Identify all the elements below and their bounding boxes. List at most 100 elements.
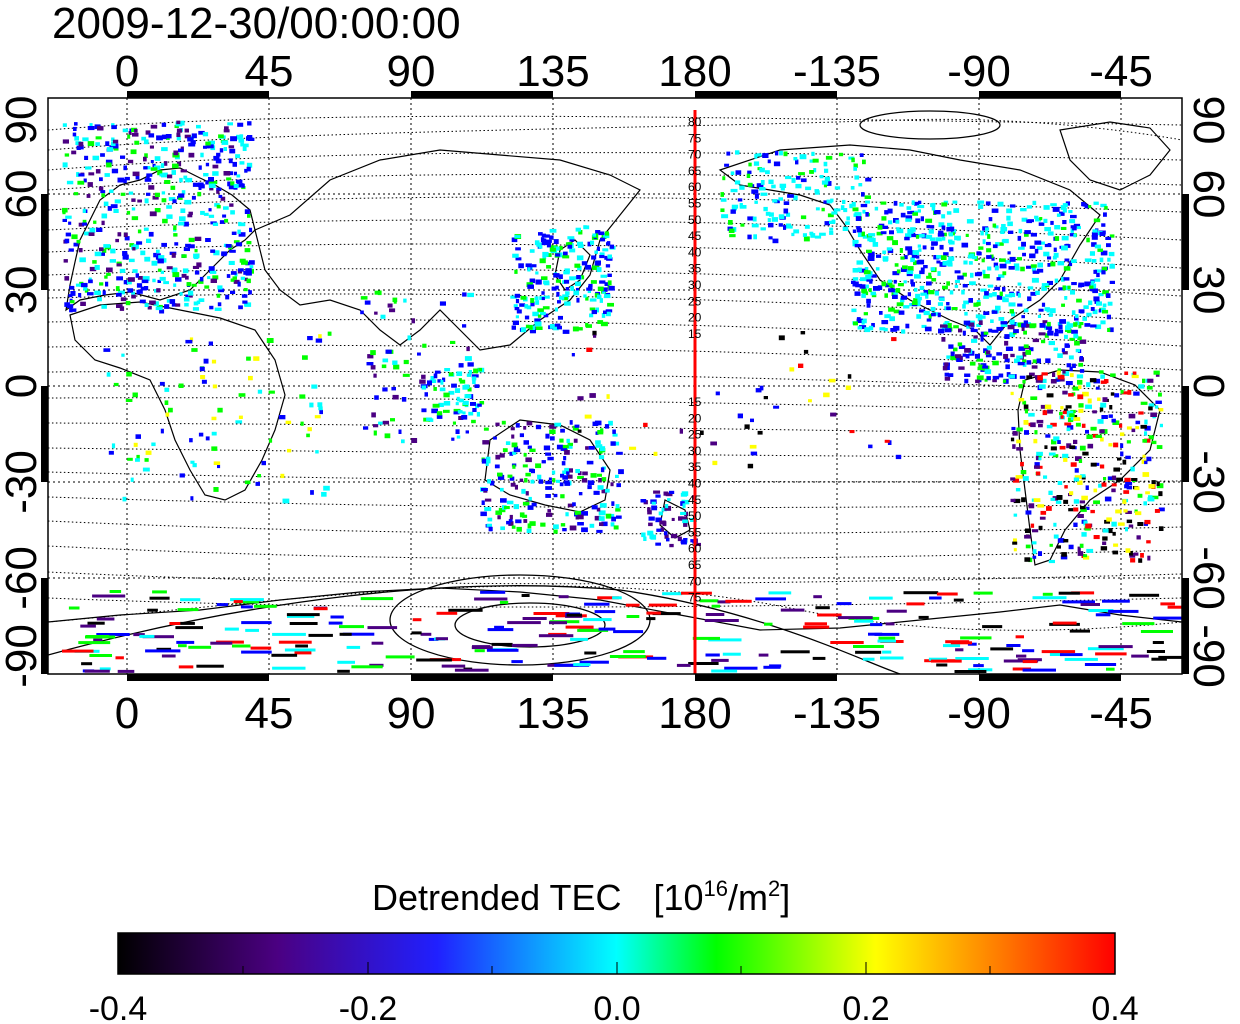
tec-point: [487, 517, 493, 522]
tec-point: [768, 179, 774, 184]
tec-point: [545, 433, 550, 439]
tec-point: [1042, 320, 1048, 324]
tec-point: [180, 621, 195, 625]
tec-point: [899, 248, 903, 253]
tec-point: [198, 279, 204, 284]
tec-point: [1082, 554, 1088, 558]
tec-point: [585, 322, 589, 327]
tec-point: [1023, 308, 1029, 313]
tec-point: [869, 596, 893, 600]
tec-point: [1142, 472, 1150, 477]
tec-point: [763, 206, 768, 212]
tec-point: [1023, 344, 1029, 348]
tec-point: [363, 426, 369, 430]
tec-point: [1016, 355, 1023, 359]
tec-point: [583, 294, 587, 298]
tec-point: [936, 260, 941, 264]
tec-point: [824, 176, 830, 182]
tec-point: [126, 280, 132, 285]
tec-point: [451, 437, 455, 441]
tec-point: [243, 270, 250, 275]
tec-point: [924, 326, 932, 332]
tec-point: [208, 140, 215, 145]
tec-point: [769, 212, 774, 217]
tec-point: [852, 268, 859, 273]
tec-point: [162, 218, 168, 224]
tec-point: [1038, 222, 1045, 226]
tec-point: [546, 242, 552, 248]
tec-point: [1071, 591, 1095, 595]
tec-point: [1102, 536, 1108, 541]
tec-point: [1048, 328, 1052, 334]
tec-point: [1064, 296, 1068, 300]
tec-point: [1041, 302, 1046, 307]
tec-point: [507, 474, 513, 478]
tec-point: [1128, 413, 1136, 419]
tec-point: [1111, 521, 1117, 527]
tec-point: [480, 511, 487, 517]
tec-point: [969, 253, 975, 258]
tec-point: [570, 286, 574, 291]
tec-point: [1018, 246, 1025, 250]
tec-point: [936, 592, 958, 596]
tec-point: [188, 211, 193, 215]
tec-point: [1086, 548, 1094, 553]
tec-point: [1090, 509, 1095, 514]
tec-point: [136, 454, 140, 460]
tec-point: [218, 194, 223, 198]
tec-point: [1017, 322, 1024, 328]
tec-point: [390, 418, 395, 422]
lat-label-right: -30: [1184, 450, 1233, 514]
tec-point: [541, 276, 548, 280]
tec-point: [184, 199, 192, 205]
tec-point: [1096, 272, 1100, 278]
tec-point: [1097, 397, 1101, 401]
tec-point: [166, 214, 173, 219]
tec-point: [711, 658, 729, 662]
tec-point: [520, 295, 527, 300]
tec-point: [72, 132, 77, 137]
tec-point: [720, 198, 727, 202]
tec-point: [1073, 417, 1081, 421]
tec-point: [585, 446, 589, 450]
tec-point: [1050, 203, 1057, 207]
tec-point: [1068, 508, 1074, 512]
tec-point: [560, 494, 565, 499]
tec-point: [407, 335, 411, 341]
tec-point: [230, 278, 235, 282]
tec-point: [896, 302, 904, 307]
tec-point: [791, 177, 796, 183]
tec-point: [575, 515, 579, 520]
tec-point: [767, 218, 771, 222]
tec-point: [69, 285, 75, 290]
tec-point: [677, 536, 682, 542]
tec-point: [212, 222, 219, 226]
tec-point: [197, 191, 202, 197]
tec-point: [559, 245, 563, 251]
tec-point: [203, 173, 209, 177]
tec-point: [616, 451, 623, 455]
tec-point: [889, 230, 894, 235]
tec-point: [511, 643, 538, 647]
tec-point: [73, 192, 79, 196]
tec-point: [975, 379, 980, 384]
tec-point: [1087, 398, 1092, 404]
tec-point: [866, 278, 873, 282]
tec-point: [88, 232, 95, 236]
tec-point: [374, 311, 378, 315]
tec-point: [566, 613, 582, 617]
lon-label-bottom: 0: [115, 689, 139, 738]
tec-point: [931, 205, 936, 211]
tec-point: [1041, 650, 1076, 654]
tec-point: [211, 431, 217, 436]
tec-point: [752, 216, 757, 222]
tec-point: [151, 442, 156, 447]
tec-point: [577, 266, 582, 271]
tec-point: [765, 211, 771, 216]
tec-point: [609, 244, 615, 249]
tec-point: [1130, 466, 1135, 472]
tec-point: [931, 278, 937, 282]
tec-point: [131, 198, 136, 202]
tec-point: [97, 297, 102, 302]
tec-point: [494, 625, 504, 629]
